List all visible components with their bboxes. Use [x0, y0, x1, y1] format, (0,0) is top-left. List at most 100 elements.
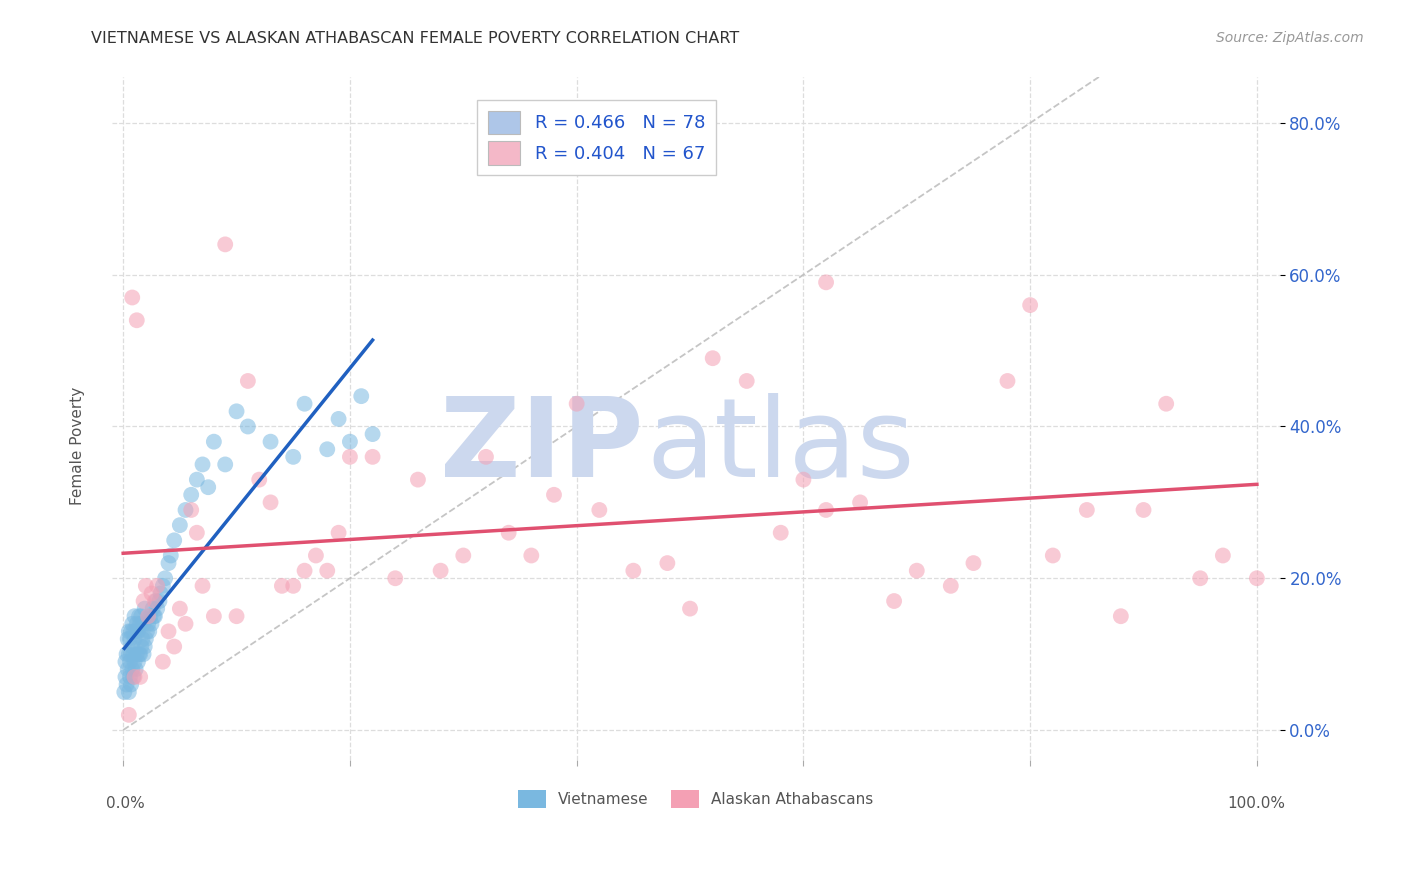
Point — [247, 473, 270, 487]
Point — [543, 488, 565, 502]
Point — [186, 473, 208, 487]
Point — [997, 374, 1019, 388]
Text: VIETNAMESE VS ALASKAN ATHABASCAN FEMALE POVERTY CORRELATION CHART: VIETNAMESE VS ALASKAN ATHABASCAN FEMALE … — [91, 31, 740, 46]
Point — [905, 564, 928, 578]
Point — [180, 503, 202, 517]
Point — [128, 647, 150, 661]
Point — [270, 579, 292, 593]
Point — [679, 601, 702, 615]
Point — [197, 480, 219, 494]
Point — [134, 640, 156, 654]
Point — [283, 579, 305, 593]
Point — [588, 503, 610, 517]
Point — [121, 616, 143, 631]
Point — [134, 601, 156, 615]
Text: Female Poverty: Female Poverty — [70, 387, 84, 505]
Point — [138, 624, 160, 639]
Point — [129, 670, 152, 684]
Point — [143, 594, 166, 608]
Point — [316, 442, 339, 457]
Point — [883, 594, 905, 608]
Point — [125, 313, 148, 327]
Point — [202, 434, 225, 449]
Point — [283, 450, 305, 464]
Point — [127, 655, 149, 669]
Point — [117, 632, 139, 646]
Point — [136, 609, 159, 624]
Point — [157, 624, 180, 639]
Point — [120, 677, 142, 691]
Point — [225, 609, 247, 624]
Point — [124, 609, 146, 624]
Point — [769, 525, 792, 540]
Point — [169, 601, 191, 615]
Point — [118, 685, 141, 699]
Point — [129, 616, 152, 631]
Point — [124, 662, 146, 676]
Point — [316, 564, 339, 578]
Point — [153, 571, 176, 585]
Point — [142, 609, 165, 624]
Point — [136, 616, 159, 631]
Point — [1019, 298, 1042, 312]
Point — [1246, 571, 1268, 585]
Point — [131, 609, 153, 624]
Point — [361, 450, 384, 464]
Text: 0.0%: 0.0% — [105, 796, 145, 811]
Point — [115, 677, 138, 691]
Point — [429, 564, 451, 578]
Point — [1154, 397, 1177, 411]
Legend: Vietnamese, Alaskan Athabascans: Vietnamese, Alaskan Athabascans — [512, 784, 879, 814]
Point — [141, 616, 163, 631]
Point — [406, 473, 429, 487]
Point — [225, 404, 247, 418]
Point — [159, 549, 181, 563]
Point — [136, 624, 159, 639]
Point — [1076, 503, 1098, 517]
Point — [131, 632, 153, 646]
Point — [128, 609, 150, 624]
Point — [520, 549, 543, 563]
Point — [141, 586, 163, 600]
Point — [135, 579, 157, 593]
Point — [565, 397, 588, 411]
Point — [815, 276, 838, 290]
Point — [962, 556, 984, 570]
Point — [180, 488, 202, 502]
Point — [122, 647, 145, 661]
Point — [118, 655, 141, 669]
Point — [146, 601, 169, 615]
Point — [118, 707, 141, 722]
Point — [453, 549, 475, 563]
Point — [294, 397, 316, 411]
Text: atlas: atlas — [647, 392, 915, 500]
Text: Source: ZipAtlas.com: Source: ZipAtlas.com — [1216, 31, 1364, 45]
Point — [361, 427, 384, 442]
Point — [1042, 549, 1064, 563]
Point — [124, 632, 146, 646]
Point — [152, 579, 174, 593]
Point — [174, 616, 197, 631]
Point — [120, 647, 142, 661]
Point — [131, 640, 153, 654]
Point — [702, 351, 724, 366]
Point — [475, 450, 498, 464]
Point — [384, 571, 406, 585]
Point — [498, 525, 520, 540]
Point — [350, 389, 373, 403]
Point — [127, 624, 149, 639]
Point — [122, 670, 145, 684]
Point — [174, 503, 197, 517]
Point — [735, 374, 758, 388]
Point — [139, 609, 162, 624]
Point — [135, 632, 157, 646]
Point — [148, 594, 170, 608]
Point — [339, 450, 361, 464]
Point — [1212, 549, 1234, 563]
Point — [120, 624, 142, 639]
Point — [328, 412, 350, 426]
Point — [621, 564, 644, 578]
Point — [149, 586, 172, 600]
Text: ZIP: ZIP — [440, 392, 643, 500]
Point — [1109, 609, 1132, 624]
